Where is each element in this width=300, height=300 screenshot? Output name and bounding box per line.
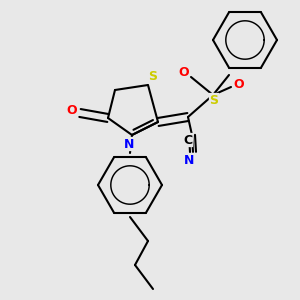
Text: C: C	[183, 134, 193, 146]
Text: N: N	[184, 154, 194, 166]
Text: O: O	[179, 65, 189, 79]
Text: O: O	[234, 79, 244, 92]
Text: S: S	[209, 94, 218, 106]
Text: N: N	[124, 137, 134, 151]
Text: S: S	[148, 70, 158, 83]
Text: O: O	[67, 104, 77, 118]
